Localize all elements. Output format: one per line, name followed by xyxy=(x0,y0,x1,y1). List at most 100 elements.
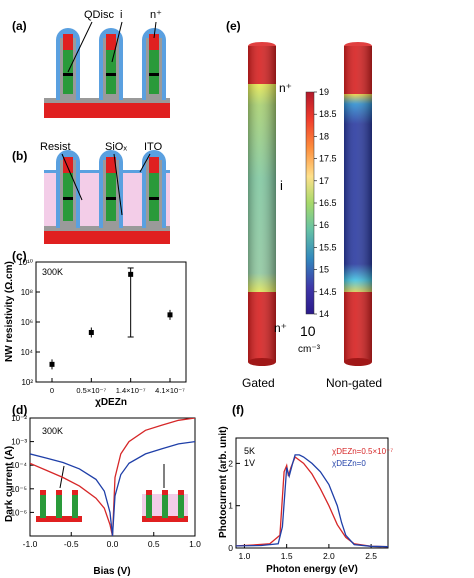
colorbar-unit-exp: cm⁻³ xyxy=(298,344,321,355)
colorbar-tick-label: 16.5 xyxy=(319,198,337,208)
d-ytick-label: 10⁻⁶ xyxy=(11,508,27,517)
panel-b-label: (b) xyxy=(12,149,27,163)
qdisc-arrow xyxy=(67,21,93,73)
qdisc-annotation: QDisc xyxy=(84,9,114,21)
nplus-top-label: n⁺ xyxy=(279,81,292,95)
nanowire-a3 xyxy=(142,28,166,100)
colorbar-tick-label: 14.5 xyxy=(319,287,337,297)
panel-a-label: (a) xyxy=(12,19,27,33)
colorbar-tick-label: 16 xyxy=(319,220,329,230)
colorbar-tick-label: 14 xyxy=(319,309,329,319)
c-data-point xyxy=(128,271,134,277)
f-xtick-label: 2.0 xyxy=(323,551,335,561)
panel-f-bias: 1V xyxy=(244,458,255,468)
panel-c-ylabel: NW resistivity (Ω.cm) xyxy=(4,261,15,362)
f-series-group xyxy=(236,454,388,548)
resist-annotation: Resist xyxy=(40,141,71,153)
panel-f-ylabel: Photocurrent (arb. unit) xyxy=(218,426,229,538)
inset-device-right xyxy=(142,490,188,522)
panel-e-label: (e) xyxy=(226,19,241,33)
c-ytick-label: 10² xyxy=(21,378,33,387)
c-data-point xyxy=(49,361,55,367)
f-xtick-label: 1.0 xyxy=(239,551,251,561)
nanowire-a1 xyxy=(56,28,80,100)
f-ytick-label: 2 xyxy=(228,458,233,468)
siox-annotation: SiOₓ xyxy=(105,141,127,153)
nplus-annotation: n⁺ xyxy=(150,9,162,21)
c-ytick-label: 10⁴ xyxy=(21,348,34,357)
c-xtick-label: 1.4×10⁻⁷ xyxy=(116,386,146,395)
colorbar-unit-base: 10 xyxy=(300,323,316,339)
i-annotation: i xyxy=(120,9,122,21)
colorbar-tick-label: 18 xyxy=(319,131,329,141)
colorbar-tick-label: 17.5 xyxy=(319,154,337,164)
f-series-red xyxy=(236,455,388,548)
nanowire-b2 xyxy=(99,150,123,228)
gated-nanowire xyxy=(248,42,276,366)
colorbar-tick-label: 15.5 xyxy=(319,242,337,252)
d-xtick-label: 0.0 xyxy=(107,539,119,549)
panel-c-plot: 300K 10² 10⁴ 10⁶ 10⁸ 10¹⁰ 0 0.5×10⁻⁷ 1.4×10⁻⁷ 4.… xyxy=(18,258,187,395)
panel-f-plot: 5K 1V χDEZn=0.5×10⁻⁷ χDEZn=0 1.0 1.5 2.0 2.… xyxy=(228,437,393,561)
panel-c-xlabel: χDEZn xyxy=(95,397,127,408)
d-ytick-label: 10⁻⁴ xyxy=(10,461,27,470)
legend-red: χDEZn=0.5×10⁻⁷ xyxy=(332,447,393,456)
c-ytick-label: 10⁶ xyxy=(21,318,33,327)
c-data-point xyxy=(88,329,94,335)
panel-f-temp: 5K xyxy=(244,446,255,456)
f-ytick-label: 0 xyxy=(228,543,233,553)
panel-c-frame xyxy=(35,261,187,383)
substrate-layer-b xyxy=(44,226,170,231)
colorbar-tick-label: 19 xyxy=(319,87,329,97)
c-xtick-label: 4.1×10⁻⁷ xyxy=(155,386,185,395)
nplus-arrow xyxy=(153,21,157,39)
colorbar xyxy=(305,91,315,315)
colorbar-ticks: 19 18.5 18 17.5 17 16.5 16 15.5 15 14.5 14 xyxy=(314,87,337,319)
d-xtick-label: -1.0 xyxy=(23,539,38,549)
ito-annotation: ITO xyxy=(144,141,163,153)
d-xtick-label: 0.5 xyxy=(148,539,160,549)
f-xtick-label: 1.5 xyxy=(281,551,293,561)
panel-f-frame xyxy=(235,437,389,549)
d-series-group xyxy=(30,418,195,536)
d-series-blue xyxy=(30,440,195,536)
siox-arrow xyxy=(113,153,123,216)
nplus-bottom-label: n⁺ xyxy=(274,321,287,335)
panel-c: (c) 300K 10² 10⁴ 10⁶ 10⁸ 10¹⁰ 0 0.5×10⁻⁷ 1.4×10… xyxy=(4,249,187,408)
d-series-red xyxy=(30,418,195,536)
panel-c-label: (c) xyxy=(12,249,27,263)
legend-blue: χDEZn=0 xyxy=(332,459,366,468)
c-ytick-label: 10¹⁰ xyxy=(18,258,33,267)
gated-label: Gated xyxy=(242,376,275,390)
panel-d-temp: 300K xyxy=(42,426,63,436)
colorbar-tick-label: 18.5 xyxy=(319,109,337,119)
d-ytick-label: 10⁻⁵ xyxy=(11,485,27,494)
panel-a: (a) QDisc i n⁺ xyxy=(12,9,170,118)
resist-arrow xyxy=(61,153,83,201)
panel-d: (d) 300K -1.0 -0.5 0.0 0.5 1.0 10⁻⁶ 10⁻⁵ 10⁻⁴ 10… xyxy=(4,403,201,577)
panel-b: (b) Resist SiOₓ ITO xyxy=(12,141,170,244)
d-xtick-label: 1.0 xyxy=(189,539,201,549)
panel-f: (f) 5K 1V χDEZn=0.5×10⁻⁷ χDEZn=0 1.0 1.5 2… xyxy=(218,403,393,575)
panel-d-plot: 300K -1.0 -0.5 0.0 0.5 1.0 10⁻⁶ 10⁻⁵ 10⁻⁴ 10⁻³ 10… xyxy=(10,414,201,549)
ito-arrow xyxy=(139,153,151,173)
d-xtick-label: -0.5 xyxy=(64,539,79,549)
nongated-nanowire xyxy=(344,42,372,366)
f-ytick-label: 1 xyxy=(228,501,233,511)
panel-d-ylabel: Dark current (A) xyxy=(4,446,15,522)
panel-e: (e) n⁺ i n⁺ 19 18.5 18 17.5 17 16.5 16 15.5 15 14… xyxy=(226,19,382,390)
nongated-label: Non-gated xyxy=(326,376,382,390)
c-xtick-label: 0 xyxy=(50,386,54,395)
panel-d-xlabel: Bias (V) xyxy=(93,566,130,577)
d-ytick-label: 10⁻³ xyxy=(11,438,27,447)
panel-f-label: (f) xyxy=(232,403,244,417)
i-arrow xyxy=(111,21,123,63)
c-xtick-label: 0.5×10⁻⁷ xyxy=(76,386,106,395)
panel-d-label: (d) xyxy=(12,403,27,417)
nanowire-a2 xyxy=(99,28,123,100)
panel-c-temp: 300K xyxy=(42,267,63,277)
c-data-point xyxy=(167,312,173,318)
substrate-b xyxy=(44,230,170,244)
c-ytick-label: 10⁸ xyxy=(21,288,33,297)
